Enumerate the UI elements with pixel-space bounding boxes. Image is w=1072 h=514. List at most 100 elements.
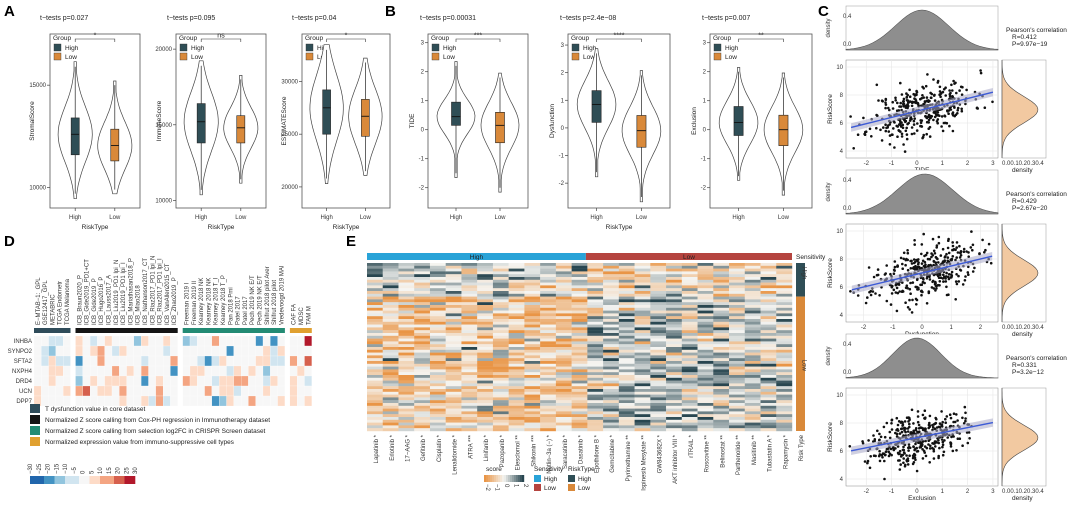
heatmap-cell: [445, 263, 462, 266]
scatter-point: [870, 135, 873, 138]
heatmap-cell: [163, 345, 171, 357]
heatmap-cell: [277, 345, 286, 357]
scatter-point: [849, 115, 852, 118]
heatmap-cell: [603, 352, 620, 356]
heatmap-cell: [776, 386, 793, 390]
heatmap-cell: [666, 428, 683, 432]
heatmap-cell: [697, 369, 714, 373]
heatmap-cell: [744, 296, 761, 300]
legend-label: High: [65, 45, 79, 52]
heatmap-cell: [681, 305, 698, 308]
scatter-point: [920, 262, 924, 265]
heatmap-cell: [760, 293, 777, 297]
heatmap-cell: [445, 282, 462, 286]
scatter-point: [944, 421, 947, 425]
heatmap-cell: [270, 345, 278, 357]
heatmap-cell: [713, 302, 730, 306]
heatmap-cell: [681, 414, 698, 418]
heatmap-cell: [713, 274, 730, 278]
scatter-point: [890, 418, 894, 422]
heatmap-cell: [508, 347, 525, 350]
heatmap-cell: [540, 268, 557, 272]
heatmap-cell: [681, 327, 698, 331]
heatmap-cell: [492, 377, 509, 381]
heatmap-cell: [398, 313, 415, 317]
heatmap-cell: [603, 279, 620, 283]
heatmap-cell: [729, 313, 745, 317]
scatter-point: [905, 257, 908, 261]
scatter-point: [894, 447, 897, 450]
heatmap-cell: [587, 305, 604, 308]
heatmap-cell: [650, 394, 667, 398]
heatmap-cell: [540, 363, 557, 367]
heatmap-cell: [729, 341, 745, 345]
scatter-point: [951, 244, 955, 248]
scatter-point: [933, 422, 937, 426]
heatmap-cell: [666, 338, 683, 342]
heatmap-cell: [524, 414, 541, 418]
heatmap-cell: [666, 400, 683, 404]
heatmap-cell: [477, 274, 494, 278]
heatmap-cell: [492, 319, 509, 322]
heatmap-cell: [618, 349, 635, 353]
scatter-point: [897, 452, 900, 456]
heatmap-cell: [776, 394, 793, 398]
heatmap-cell: [666, 383, 683, 387]
scatter-point: [906, 268, 910, 272]
scatter-point: [883, 435, 887, 439]
heatmap-cell: [650, 349, 667, 353]
heatmap-cell: [697, 288, 714, 292]
heatmap-cell: [414, 352, 431, 356]
score-legend-segment: [488, 475, 491, 482]
heatmap-cell: [148, 355, 156, 367]
scatter-point: [921, 427, 925, 430]
heatmap-cell: [524, 288, 541, 292]
heatmap-cell: [555, 313, 572, 317]
heatmap-cell: [382, 341, 399, 345]
heatmap-cell: [111, 375, 120, 387]
scatter-point: [936, 79, 940, 83]
correlation-title: Pearson's correlation: [1006, 27, 1067, 34]
heatmap-cell: [48, 375, 56, 387]
drug-label: Roscovitine **: [705, 434, 711, 472]
scatter-point: [906, 249, 909, 252]
heatmap-cell: [182, 395, 191, 407]
heatmap-cell: [89, 355, 98, 367]
heatmap-cell: [119, 335, 127, 347]
heatmap-cell: [367, 419, 383, 423]
heatmap-cell: [524, 369, 541, 373]
heatmap-cell: [429, 277, 446, 280]
heatmap-cell: [713, 363, 730, 367]
heatmap-cell: [289, 335, 298, 347]
scatter-point: [932, 249, 936, 253]
scatter-point: [933, 252, 937, 255]
x-tick-label: High: [69, 215, 81, 221]
heatmap-cell: [197, 345, 205, 357]
column-label: Freeman 2019 I: [185, 282, 191, 325]
scatter-point: [952, 79, 955, 83]
heatmap-cell: [555, 414, 572, 418]
density-tick: 0.0: [843, 42, 852, 48]
scatter-point: [924, 439, 927, 443]
scatter-point: [962, 422, 966, 425]
heatmap-cell: [697, 277, 714, 280]
heatmap-cell: [382, 288, 399, 292]
scatter-point: [885, 447, 889, 451]
heatmap-cell: [587, 307, 604, 311]
risk-annotation-low: [796, 296, 805, 431]
drug-label: Dasatinib *: [579, 434, 585, 464]
heatmap-cell: [776, 291, 793, 294]
heatmap-cell: [571, 361, 588, 364]
y-tick-label: -1: [701, 157, 707, 163]
scatter-point: [923, 451, 926, 454]
scatter-point: [899, 463, 902, 466]
heatmap-cell: [524, 302, 541, 306]
heatmap-cell: [429, 316, 446, 320]
heatmap-cell: [414, 405, 431, 409]
scale-segment: [61, 476, 66, 484]
scatter-point: [923, 427, 927, 430]
scatter-point: [919, 119, 922, 122]
heatmap-cell: [603, 397, 620, 401]
heatmap-cell: [603, 330, 620, 334]
scatter-point: [911, 281, 915, 284]
